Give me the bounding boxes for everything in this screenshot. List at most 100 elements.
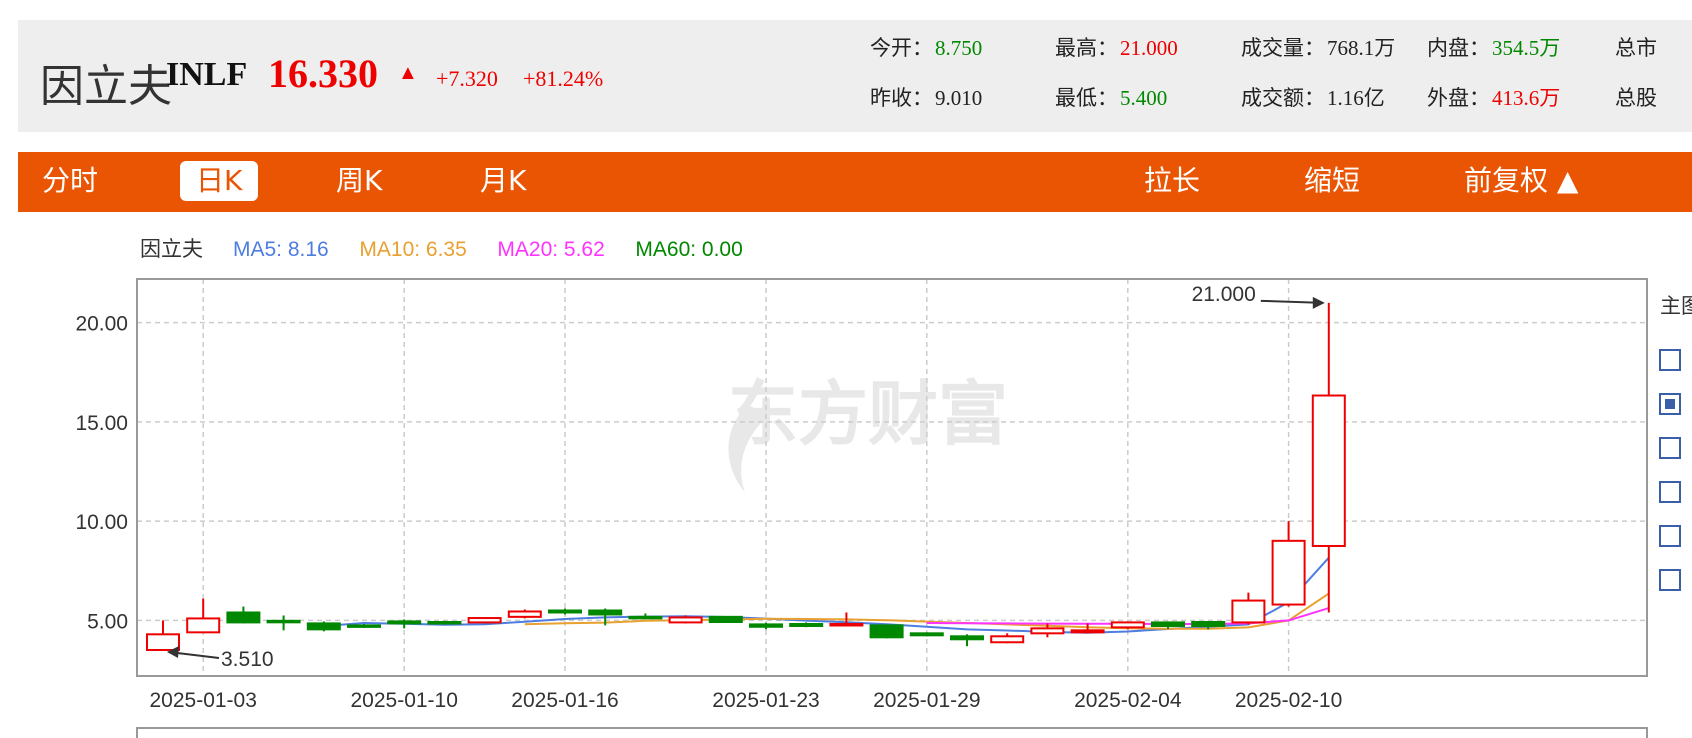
plot-frame [136,278,1648,677]
side-panel-checkbox[interactable] [1659,569,1681,591]
legend-ma-item: MA5: 8.16 [233,238,329,261]
candle-body [749,623,783,628]
candle [1070,623,1105,634]
x-tick-label: 2025-02-10 [1235,689,1342,712]
candle-body [186,617,221,634]
tab-intraday[interactable]: 分时 [42,164,99,197]
x-tick-label: 2025-01-03 [149,689,256,712]
legend-ma-item: MA60: 0.00 [635,238,742,261]
watermark-logo-icon [728,405,770,492]
candle [427,620,462,625]
candle [628,613,663,620]
candle-body [628,615,663,620]
ma-line-ma10 [524,592,1330,630]
candle [467,617,502,624]
quote-stat: 昨收：9.010 [870,82,982,112]
quote-stat-label: 昨收： [870,86,933,110]
side-panel-checkbox[interactable] [1659,481,1681,503]
quote-stat-value: 1.16亿 [1327,86,1385,110]
candle-body [789,622,824,627]
kline-chart: 因立夫 MA5: 8.16 MA10: 6.35 MA20: 5.62 MA60: 0… [75,237,1692,738]
side-panel-title: 主图 [1660,294,1692,318]
candle-body [347,624,381,628]
zoom-in-button[interactable]: 拉长 [1144,164,1201,197]
stock-change-pct: +81.24% [523,66,604,91]
quote-stat-value: 413.6万 [1492,86,1561,110]
quote-stat-label: 成交额： [1241,86,1325,110]
stock-change: +7.320 [436,66,498,91]
stock-price: 16.330 [268,51,378,96]
candle-body [588,609,623,616]
quote-stat: 最低：5.400 [1055,82,1167,112]
candle-body [1030,627,1065,635]
x-tick-label: 2025-02-04 [1074,689,1182,712]
annotation-arrowhead [1312,296,1325,309]
candle-body [1311,394,1346,547]
annotation-arrow [1260,299,1323,304]
quote-stat: 今开：8.750 [870,32,982,62]
y-tick-label: 5.00 [87,610,128,633]
side-panel: 主图 [1659,294,1692,591]
side-panel-checkbox[interactable] [1659,437,1681,459]
tab-daily-k[interactable]: 日K [180,161,259,201]
quote-stat-value: 8.750 [935,36,983,60]
stock-code: INLF [166,56,248,93]
candle [950,634,984,647]
quote-bar: 因立夫 INLF 16.330 ▲ +7.320 +81.24% 今开：8.75… [18,20,1692,132]
quote-stat-value: 768.1万 [1327,36,1396,60]
candle [869,624,904,639]
quote-stat: 内盘：354.5万 [1427,32,1560,62]
candle [1030,623,1065,638]
candle-body [668,616,703,624]
candle-body [1110,621,1145,629]
zoom-out-button[interactable]: 缩短 [1304,164,1361,197]
quote-stat: 总市 [1615,32,1657,62]
annotation-high-label: 21.000 [1192,283,1256,306]
x-tick-label: 2025-01-16 [511,689,618,712]
candle-body [708,615,743,624]
quote-stat-label: 内盘： [1427,36,1490,60]
candle [266,615,301,631]
candle [226,606,261,624]
candle-body [387,620,422,625]
candle-body [1151,621,1185,627]
quote-stat: 总股 [1615,82,1657,112]
chart-axes: 5.00 10.00 15.00 20.00 2025-01-03 2025-01-10 2… [75,278,1648,712]
candle [548,608,582,615]
candle [1231,592,1266,625]
candle-body [467,617,502,624]
legend-ma-item: MA10: 6.35 [359,238,466,261]
tab-weekly-k[interactable]: 周K [336,164,383,197]
side-panel-checkbox[interactable] [1659,349,1681,371]
candle-body [146,633,180,651]
quote-stat: 成交额：1.16亿 [1241,82,1385,112]
candle-body [1271,539,1306,606]
adjust-dropdown[interactable]: 前复权 ▲ [1464,164,1579,197]
stock-name: 因立夫 [40,62,172,111]
annotation-low-label: 3.510 [221,648,274,671]
x-tick-label: 2025-01-23 [712,689,819,712]
candle-body [306,622,341,631]
candle-body [1070,629,1105,634]
candle-body [990,635,1025,644]
candle [668,615,703,624]
candle [306,621,341,632]
quote-stat-label: 成交量： [1241,36,1325,60]
candle-body [829,622,864,627]
annotation-arrowhead [167,645,179,658]
side-panel-checkbox[interactable] [1659,525,1681,547]
candle [1191,621,1226,630]
candle [347,623,381,628]
quote-stat-label: 总市 [1615,36,1657,60]
legend-ma-item: MA20: 5.62 [497,238,604,261]
candle-body [266,619,301,624]
tab-monthly-k[interactable]: 月K [480,164,527,197]
quote-stat: 成交量：768.1万 [1241,32,1395,62]
candle-body [909,632,944,637]
candle [146,620,180,651]
x-tick-label: 2025-01-29 [873,689,980,712]
x-tick-label: 2025-01-10 [350,689,457,712]
y-tick-label: 15.00 [75,412,128,435]
candle [708,615,743,624]
candle [990,633,1025,644]
